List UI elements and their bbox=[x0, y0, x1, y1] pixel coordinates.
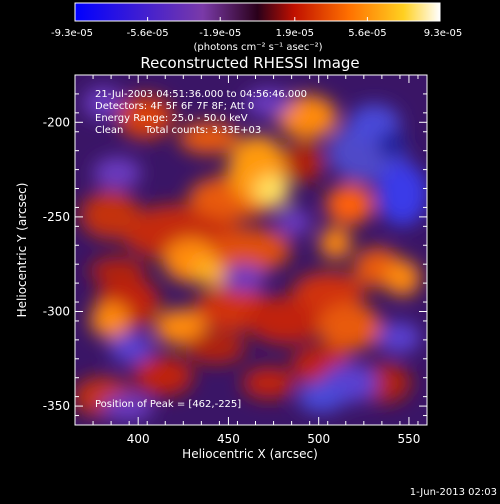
annotation-detectors: Detectors: 4F 5F 6F 7F 8F; Att 0 bbox=[95, 101, 254, 112]
x-tick-label: 550 bbox=[397, 432, 420, 446]
y-axis-label: Heliocentric Y (arcsec) bbox=[15, 183, 29, 318]
heatmap-blob bbox=[283, 142, 324, 183]
heatmap-blob bbox=[117, 95, 174, 139]
colorbar-ticks: -9.3e-05 -5.6e-05 -1.9e-05 1.9e-05 5.6e-05 9.… bbox=[51, 17, 462, 39]
heatmap-blob bbox=[109, 332, 154, 364]
colorbar-tick-label: 5.6e-05 bbox=[348, 28, 386, 39]
heatmap-blob bbox=[93, 157, 142, 189]
heatmap-blob bbox=[277, 95, 338, 139]
chart-title: Reconstructed RHESSI Image bbox=[140, 54, 359, 72]
plot-frame bbox=[74, 74, 428, 426]
heatmap-blob bbox=[80, 191, 141, 239]
colorbar-tick-label: 9.3e-05 bbox=[424, 28, 462, 39]
x-tick-label: 500 bbox=[307, 432, 330, 446]
x-tick-label: 400 bbox=[127, 432, 150, 446]
heatmap-blob bbox=[384, 260, 421, 296]
annotation-method: Clean bbox=[95, 125, 123, 136]
heatmap-blob bbox=[242, 367, 295, 399]
heatmap-blob bbox=[275, 208, 312, 236]
heatmap-blob bbox=[83, 87, 124, 119]
heatmap-blob bbox=[377, 131, 406, 159]
x-axis-ticks: 400 450 500 550 bbox=[92, 75, 420, 446]
footer-date: 1-Jun-2013 02:03 bbox=[410, 487, 497, 498]
x-tick-label: 450 bbox=[217, 432, 240, 446]
heatmap-blob bbox=[376, 162, 427, 226]
heatmap-blob bbox=[221, 264, 266, 292]
colorbar-tick-label: -1.9e-05 bbox=[199, 28, 241, 39]
colorbar-tick-label: -9.3e-05 bbox=[51, 28, 93, 39]
heatmap-blob bbox=[211, 228, 291, 272]
colorbar-tick-label: 1.9e-05 bbox=[276, 28, 314, 39]
heatmap-blob bbox=[297, 381, 346, 413]
annotation-total-counts: Total counts: 3.33E+03 bbox=[144, 125, 261, 136]
heatmap-blob bbox=[133, 356, 193, 396]
y-tick-label: -200 bbox=[43, 115, 70, 129]
y-tick-label: -350 bbox=[43, 399, 70, 413]
heatmap-image bbox=[75, 75, 427, 425]
heatmap-blob bbox=[101, 393, 154, 422]
heatmap-blob bbox=[254, 174, 291, 207]
heatmap-blob bbox=[325, 184, 374, 225]
x-axis-label: Heliocentric X (arcsec) bbox=[182, 447, 318, 461]
y-tick-label: -250 bbox=[43, 210, 70, 224]
y-axis-ticks: -200 -250 -300 -350 bbox=[43, 93, 427, 417]
heatmap-blob bbox=[154, 309, 207, 345]
heatmap-blob bbox=[89, 257, 146, 285]
heatmap-blob bbox=[376, 321, 421, 354]
colorbar bbox=[74, 2, 441, 22]
heatmap-blob bbox=[246, 296, 327, 344]
colorbar-unit-label: (photons cm⁻² s⁻¹ asec⁻²) bbox=[193, 42, 322, 53]
annotation-energy: Energy Range: 25.0 - 50.0 keV bbox=[95, 113, 248, 124]
annotation-peak: Position of Peak = [462,-225] bbox=[95, 399, 241, 410]
colorbar-tick-label: -5.6e-05 bbox=[127, 28, 169, 39]
heatmap-blob bbox=[90, 302, 131, 338]
annotation-time-range: 21-Jul-2003 04:51:36.000 to 04:56:46.000 bbox=[95, 89, 307, 100]
y-tick-label: -300 bbox=[43, 304, 70, 318]
heatmap-blob bbox=[317, 303, 382, 351]
heatmap-blob bbox=[185, 332, 246, 364]
heatmap-blob bbox=[292, 272, 365, 312]
heatmap-blob bbox=[244, 89, 293, 117]
heatmap-blob bbox=[178, 122, 239, 154]
heatmap-blob bbox=[319, 227, 352, 259]
